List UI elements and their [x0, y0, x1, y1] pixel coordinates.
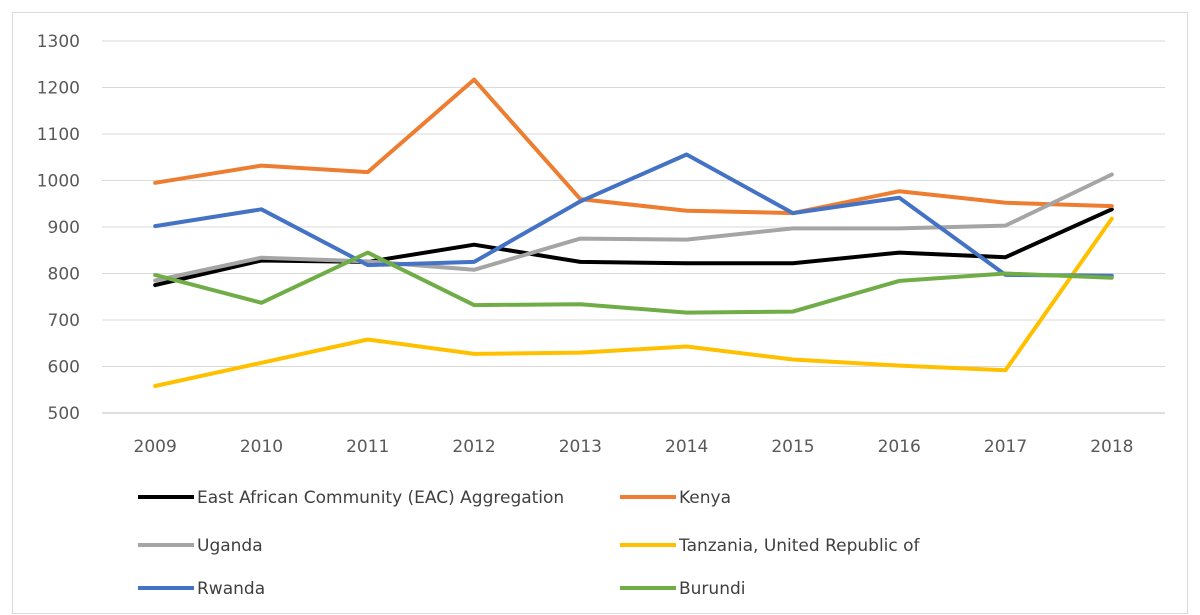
legend-label-kenya: Kenya — [679, 488, 731, 508]
x-tick-label-2011: 2011 — [346, 437, 389, 457]
x-tick-label-2014: 2014 — [665, 437, 708, 457]
y-tick-label-1300: 1300 — [37, 32, 80, 52]
y-tick-label-1000: 1000 — [37, 172, 80, 192]
legend-label-uganda: Uganda — [197, 536, 263, 556]
x-tick-label-2009: 2009 — [134, 437, 177, 457]
legend-label-rwanda: Rwanda — [197, 579, 265, 599]
y-tick-label-900: 900 — [48, 218, 80, 238]
x-tick-label-2013: 2013 — [559, 437, 602, 457]
y-tick-label-800: 800 — [48, 265, 80, 285]
y-tick-label-1100: 1100 — [37, 125, 80, 145]
x-tick-label-2018: 2018 — [1090, 437, 1133, 457]
x-tick-label-2015: 2015 — [771, 437, 814, 457]
legend-label-burundi: Burundi — [679, 579, 746, 599]
x-tick-label-2012: 2012 — [452, 437, 495, 457]
y-tick-label-500: 500 — [48, 404, 80, 424]
y-tick-label-1200: 1200 — [37, 79, 80, 99]
x-tick-label-2017: 2017 — [984, 437, 1027, 457]
series-line-burundi — [153, 250, 1114, 315]
chart-area — [12, 12, 1188, 614]
y-tick-label-700: 700 — [48, 311, 80, 331]
x-tick-label-2016: 2016 — [878, 437, 921, 457]
series-line-tanzania-united-republic-of — [153, 216, 1114, 388]
legend-label-east-african-community-eac-aggregation: East African Community (EAC) Aggregation — [197, 488, 564, 508]
x-tick-label-2010: 2010 — [240, 437, 283, 457]
series-line-kenya — [153, 77, 1114, 216]
y-tick-label-600: 600 — [48, 358, 80, 378]
series-line-uganda — [153, 172, 1114, 283]
legend-label-tanzania-united-republic-of: Tanzania, United Republic of — [678, 536, 921, 556]
series-line-rwanda — [153, 152, 1114, 278]
